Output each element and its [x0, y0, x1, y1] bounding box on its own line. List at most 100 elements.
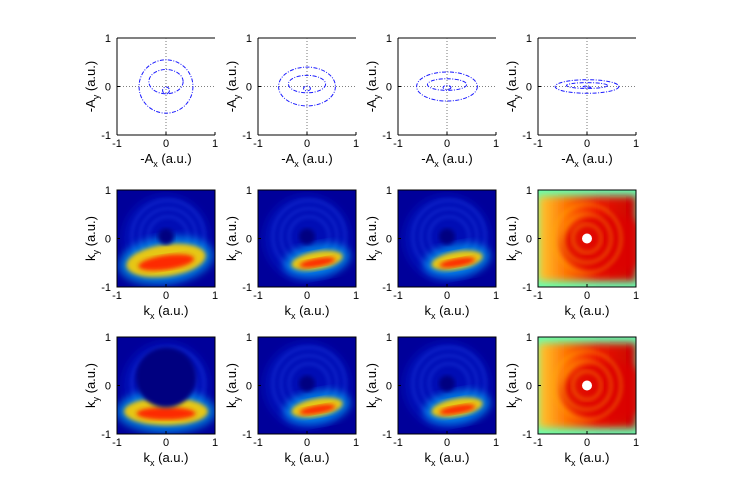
trajectory-outer-loop — [416, 71, 478, 102]
y-tick-label: -1 — [382, 429, 392, 441]
x-axis-label: kx (a.u.) — [144, 303, 189, 321]
x-axis-label: -Ax (a.u.) — [281, 151, 332, 169]
heatmap-image — [117, 337, 215, 434]
x-axis-label: kx (a.u.) — [285, 450, 330, 468]
x-tick-label: -1 — [112, 437, 122, 449]
heatmap-hole — [582, 233, 592, 244]
y-tick-label: 1 — [246, 332, 252, 344]
y-tick-label: -1 — [522, 429, 532, 441]
trajectory-middle-loop — [148, 69, 184, 95]
y-tick-label: -1 — [242, 429, 252, 441]
x-tick-label: -1 — [253, 138, 263, 150]
x-tick-label: 1 — [353, 138, 359, 150]
y-tick-label: 0 — [246, 82, 252, 94]
x-tick-label: 1 — [353, 437, 359, 449]
y-axis-label: ky (a.u.) — [224, 216, 242, 261]
x-tick-label: 1 — [493, 290, 499, 302]
y-tick-label: 0 — [386, 82, 392, 94]
trajectory-inner-loop — [442, 85, 452, 90]
y-tick-label: 0 — [246, 381, 252, 393]
x-tick-label: 0 — [163, 437, 169, 449]
trajectory-outer-loop — [138, 59, 194, 114]
panel-row1-col3: -1 0 1 -1 0 1 -Ax (a.u.) -Ay (a.u.) — [364, 33, 499, 169]
heatmap-hole — [439, 375, 455, 392]
x-tick-label: -1 — [253, 290, 263, 302]
heatmap-crescent-core — [439, 404, 476, 415]
x-axis-label: kx (a.u.) — [144, 450, 189, 468]
y-tick-label: 1 — [526, 33, 532, 45]
x-axis-label: kx (a.u.) — [285, 303, 330, 321]
y-axis-label: ky (a.u.) — [364, 363, 382, 408]
heatmap-crescent-core — [138, 254, 195, 271]
y-axis-label: ky (a.u.) — [504, 363, 522, 408]
heatmap-image — [117, 190, 215, 287]
y-axis-label: -Ay (a.u.) — [224, 61, 242, 112]
heatmap-image — [398, 337, 496, 434]
x-tick-label: 0 — [444, 290, 450, 302]
heatmap-image — [258, 190, 356, 287]
heatmap-hole — [299, 375, 315, 392]
y-tick-label: 0 — [386, 234, 392, 246]
panel-row1-col1: -1 0 1 -1 0 1 -Ax (a.u.) -Ay (a.u.) — [83, 33, 218, 169]
x-tick-label: -1 — [112, 138, 122, 150]
trajectory-outer-loop — [554, 79, 620, 94]
x-axis-label: kx (a.u.) — [565, 450, 610, 468]
x-tick-label: 0 — [304, 290, 310, 302]
heatmap-ring — [562, 360, 612, 411]
y-tick-label: 1 — [526, 332, 532, 344]
heatmap-crescent-core — [299, 257, 336, 268]
y-tick-label: 0 — [526, 234, 532, 246]
x-tick-label: 1 — [633, 290, 639, 302]
heatmap-ring — [562, 213, 612, 264]
x-tick-label: 1 — [493, 437, 499, 449]
y-tick-label: -1 — [382, 282, 392, 294]
x-tick-label: 1 — [212, 138, 218, 150]
y-tick-label: 1 — [386, 33, 392, 45]
y-tick-label: -1 — [522, 130, 532, 142]
heatmap-hole — [299, 228, 315, 245]
y-tick-label: 0 — [526, 82, 532, 94]
x-tick-label: -1 — [112, 290, 122, 302]
y-tick-label: 0 — [105, 234, 111, 246]
x-tick-label: -1 — [393, 437, 403, 449]
x-axis-label: -Ax (a.u.) — [140, 151, 191, 169]
y-tick-label: 1 — [105, 185, 111, 197]
x-tick-label: 1 — [212, 437, 218, 449]
x-tick-label: 0 — [304, 138, 310, 150]
heatmap-hole — [136, 347, 196, 408]
trajectory-middle-loop — [287, 74, 327, 94]
panel-row3-col3: -1 0 1 -1 0 1 kx (a.u.) ky (a.u.) — [364, 332, 499, 468]
panel-row2-col1: -1 0 1 -1 0 1 kx (a.u.) ky (a.u.) — [83, 185, 218, 321]
heatmap-ring — [552, 350, 622, 421]
x-tick-label: 1 — [353, 290, 359, 302]
heatmap-hole — [158, 228, 174, 245]
panel-row2-col2: -1 0 1 -1 0 1 kx (a.u.) ky (a.u.) — [224, 185, 359, 321]
y-tick-label: -1 — [101, 130, 111, 142]
trajectory-inner-loop — [162, 86, 170, 95]
trajectory-inner-loop — [303, 85, 311, 92]
y-axis-label: ky (a.u.) — [364, 216, 382, 261]
y-tick-label: 1 — [526, 185, 532, 197]
panel-row3-col1: -1 0 1 -1 0 1 kx (a.u.) ky (a.u.) — [83, 332, 218, 468]
y-tick-label: -1 — [101, 429, 111, 441]
heatmap-image — [258, 337, 356, 434]
y-axis-label: ky (a.u.) — [224, 363, 242, 408]
y-tick-label: -1 — [101, 282, 111, 294]
x-axis-label: -Ax (a.u.) — [421, 151, 472, 169]
x-axis-label: -Ax (a.u.) — [561, 151, 612, 169]
y-tick-label: 0 — [105, 381, 111, 393]
x-tick-label: -1 — [533, 290, 543, 302]
y-tick-label: 1 — [246, 33, 252, 45]
x-tick-label: 0 — [444, 138, 450, 150]
y-tick-label: -1 — [242, 130, 252, 142]
y-axis-label: ky (a.u.) — [83, 216, 101, 261]
x-tick-label: -1 — [533, 138, 543, 150]
y-axis-label: ky (a.u.) — [504, 216, 522, 261]
y-tick-label: 1 — [105, 33, 111, 45]
y-tick-label: 1 — [386, 332, 392, 344]
x-tick-label: 1 — [633, 138, 639, 150]
heatmap-hole — [439, 228, 455, 245]
y-tick-label: -1 — [242, 282, 252, 294]
y-tick-label: 1 — [386, 185, 392, 197]
